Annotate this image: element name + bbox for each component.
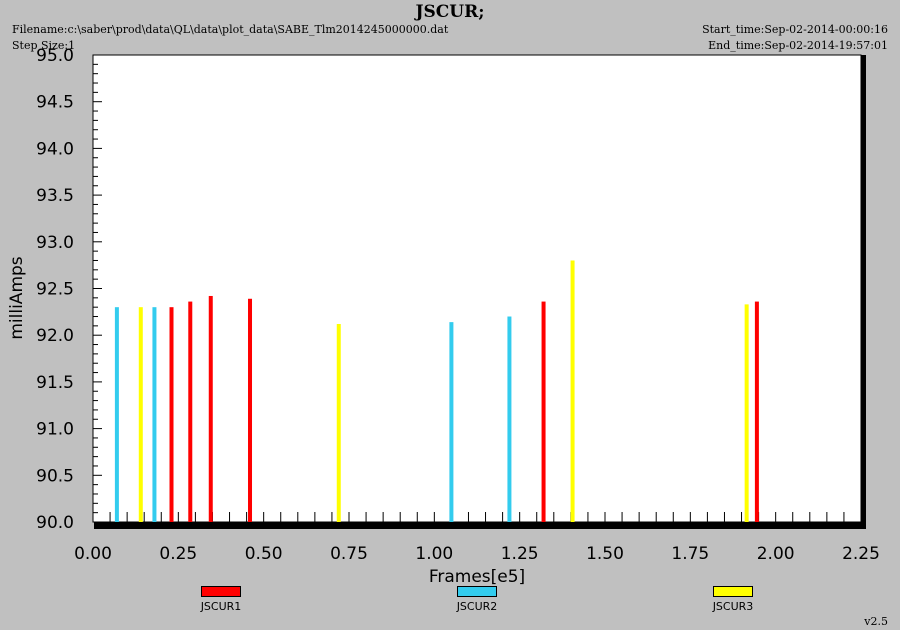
bar-jscur3 [570,260,575,522]
bar-jscur1 [188,301,193,522]
y-tick-label: 95.0 [36,46,74,66]
y-tick-label: 91.5 [36,373,74,393]
legend-label-jscur2: JSCUR2 [456,600,498,613]
x-axis-label: Frames[e5] [429,567,525,587]
legend-swatch-jscur3 [713,586,753,597]
legend-item-jscur1: JSCUR1 [181,586,261,613]
bar-jscur1 [754,301,759,522]
x-axis: 0.00 0.25 0.50 0.75 1.00 1.25 1.50 1.75 2.00 2.25 [74,512,880,564]
x-tick-label: 1.50 [586,544,624,564]
y-tick-label: 93.0 [36,233,74,253]
x-tick-label: 1.75 [671,544,709,564]
x-tick-label: 2.00 [757,544,795,564]
y-tick-label: 90.5 [36,466,74,486]
chart-title: JSCUR; [415,2,485,22]
bar-jscur1 [208,295,213,522]
y-tick-label: 90.0 [36,513,74,533]
y-axis: 90.0 90.5 91.0 91.5 92.0 92.5 93.0 93.5 94.0 94.5… [36,46,102,533]
file-info: Filename:c:\saber\prod\data\QL\data\plot… [12,22,448,54]
legend-item-jscur3: JSCUR3 [693,586,773,613]
plot-area [92,54,862,523]
legend-swatch-jscur1 [201,586,241,597]
bar-jscur3 [138,307,143,522]
time-info: Start_time:Sep-02-2014-00:00:16 End_time… [702,22,888,54]
x-tick-label: 0.75 [330,544,368,564]
start-time-text: Start_time:Sep-02-2014-00:00:16 [702,23,888,36]
y-tick-label: 91.0 [36,420,74,440]
end-time-text: End_time:Sep-02-2014-19:57:01 [708,39,888,52]
legend-swatch-jscur2 [457,586,497,597]
legend-item-jscur2: JSCUR2 [437,586,517,613]
step-size-text: Step Size:1 [12,39,76,52]
bar-jscur1 [248,298,253,522]
x-tick-label: 0.25 [159,544,197,564]
x-tick-label: 1.00 [415,544,453,564]
bar-jscur3 [336,323,341,522]
legend-label-jscur3: JSCUR3 [712,600,754,613]
x-tick-label: 0.00 [74,544,112,564]
x-tick-label: 1.25 [501,544,539,564]
y-tick-label: 92.5 [36,280,74,300]
y-tick-label: 92.0 [36,326,74,346]
x-tick-label: 2.25 [842,544,880,564]
x-tick-label: 0.50 [245,544,283,564]
bar-jscur2 [114,307,119,522]
bar-jscur1 [541,301,546,522]
legend-label-jscur1: JSCUR1 [200,600,242,613]
bar-jscur1 [169,307,174,522]
bar-jscur3 [744,304,749,522]
y-axis-label: milliAmps [7,256,27,339]
bar-jscur2 [449,322,454,522]
bar-jscur2 [152,307,157,522]
filename-text: Filename:c:\saber\prod\data\QL\data\plot… [12,23,449,36]
version-label: v2.5 [864,615,888,628]
bar-jscur2 [507,316,512,522]
y-tick-label: 94.5 [36,93,74,113]
y-tick-label: 94.0 [36,139,74,159]
y-tick-label: 93.5 [36,186,74,206]
data-bars [114,260,759,522]
